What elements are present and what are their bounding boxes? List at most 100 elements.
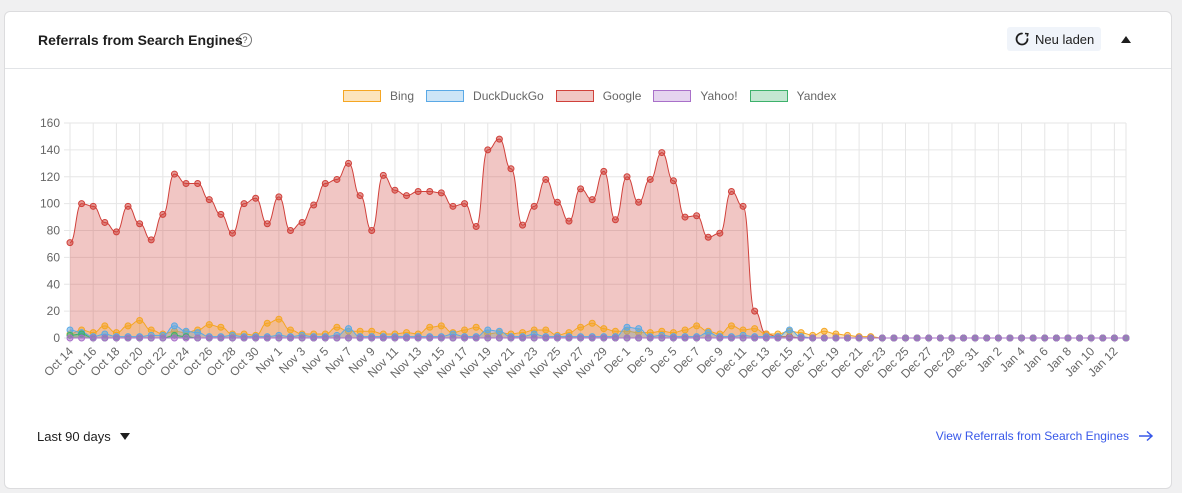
data-point	[809, 334, 817, 342]
legend-label: Google	[602, 89, 642, 103]
data-point	[751, 325, 759, 333]
data-point	[228, 229, 236, 237]
data-point	[345, 325, 353, 333]
data-point	[136, 220, 144, 228]
legend-item[interactable]: DuckDuckGo	[426, 88, 544, 104]
data-point	[495, 327, 503, 335]
data-point	[623, 173, 631, 181]
legend-item[interactable]: Bing	[343, 88, 414, 104]
data-point	[623, 334, 631, 342]
data-point	[878, 334, 886, 342]
data-point	[263, 334, 271, 342]
data-point	[170, 322, 178, 330]
legend-label: Bing	[390, 89, 415, 103]
y-tick-label: 20	[47, 304, 61, 318]
data-point	[368, 334, 376, 342]
data-point	[832, 334, 840, 342]
data-point	[147, 236, 155, 244]
y-tick-label: 40	[47, 277, 61, 291]
data-point	[727, 188, 735, 196]
data-point	[762, 334, 770, 342]
view-referrals-link[interactable]: View Referrals from Search Engines	[936, 429, 1154, 443]
data-point	[716, 334, 724, 342]
data-point	[356, 334, 364, 342]
legend-item[interactable]: Yahoo!	[653, 88, 738, 104]
data-point	[333, 334, 341, 342]
data-point	[936, 334, 944, 342]
data-point	[101, 322, 109, 330]
data-point	[635, 325, 643, 333]
date-range-dropdown[interactable]: Last 90 days	[37, 429, 130, 444]
data-point	[1029, 334, 1037, 342]
data-point	[321, 179, 329, 187]
data-point	[194, 334, 202, 342]
data-point	[600, 334, 608, 342]
data-point	[321, 334, 329, 342]
data-point	[124, 202, 132, 210]
data-point	[913, 334, 921, 342]
data-point	[925, 334, 933, 342]
data-point	[217, 210, 225, 218]
data-point	[205, 321, 213, 329]
data-point	[286, 326, 294, 334]
legend-label: DuckDuckGo	[473, 89, 544, 103]
data-point	[124, 322, 132, 330]
data-point	[600, 167, 608, 175]
data-point	[843, 334, 851, 342]
data-point	[971, 334, 979, 342]
legend-swatch	[343, 90, 381, 102]
data-point	[263, 220, 271, 228]
legend-item[interactable]: Google	[555, 88, 642, 104]
data-point	[635, 198, 643, 206]
data-point	[890, 334, 898, 342]
data-point	[658, 149, 666, 157]
data-point	[542, 326, 550, 334]
data-point	[727, 322, 735, 330]
y-tick-label: 140	[40, 143, 60, 157]
data-point	[565, 334, 573, 342]
reload-button[interactable]: Neu laden	[1007, 27, 1101, 51]
y-tick-label: 120	[40, 170, 60, 184]
data-point	[820, 334, 828, 342]
data-point	[112, 228, 120, 236]
data-point	[588, 334, 596, 342]
legend-swatch	[653, 90, 692, 102]
collapse-toggle-icon[interactable]	[1121, 36, 1131, 43]
data-point	[275, 315, 283, 323]
series-yahoo	[66, 334, 1130, 342]
arrow-right-icon	[1139, 430, 1154, 442]
reload-label: Neu laden	[1035, 32, 1095, 47]
data-point	[461, 326, 469, 334]
chart-legend: Bing DuckDuckGo Google Yahoo! Yandex	[343, 88, 848, 104]
data-point	[147, 334, 155, 342]
chart-series	[66, 135, 1130, 342]
card-title: Referrals from Search Engines	[38, 32, 243, 48]
legend-item[interactable]: Yandex	[749, 88, 836, 104]
data-point	[298, 218, 306, 226]
data-point	[240, 334, 248, 342]
data-point	[391, 186, 399, 194]
help-icon[interactable]: ?	[238, 33, 252, 47]
data-point	[785, 326, 793, 334]
data-point	[681, 326, 689, 334]
data-point	[379, 334, 387, 342]
x-tick-label: Jan 4	[997, 344, 1028, 375]
data-point	[379, 171, 387, 179]
data-point	[263, 319, 271, 327]
data-point	[403, 334, 411, 342]
data-point	[785, 334, 793, 342]
data-point	[553, 334, 561, 342]
data-point	[797, 334, 805, 342]
data-point	[182, 334, 190, 342]
data-point	[820, 327, 828, 335]
legend-swatch	[555, 90, 594, 102]
data-point	[89, 202, 97, 210]
data-point	[565, 217, 573, 225]
data-point	[1087, 334, 1095, 342]
data-point	[611, 216, 619, 224]
data-point	[507, 165, 515, 173]
data-point	[994, 334, 1002, 342]
data-point	[437, 189, 445, 197]
data-point	[286, 334, 294, 342]
